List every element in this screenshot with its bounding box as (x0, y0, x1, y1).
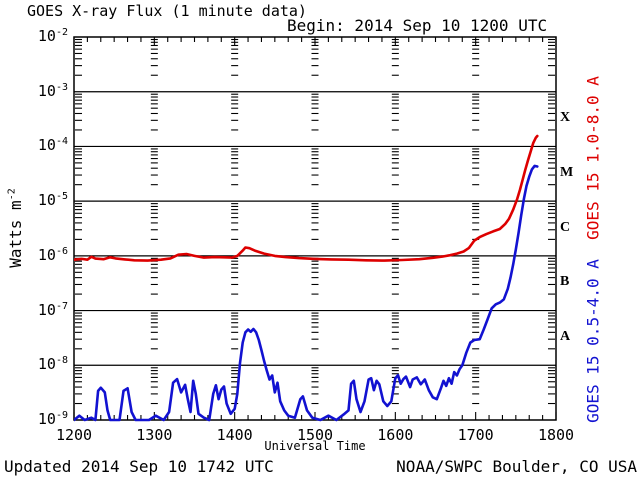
x-tick-label-1400: 1400 (216, 426, 253, 444)
chart-title: GOES X-ray Flux (1 minute data) (27, 2, 307, 20)
x-axis-title: Universal Time (264, 439, 366, 453)
x-tick-label-1300: 1300 (136, 426, 173, 444)
noaa-credit: NOAA/SWPC Boulder, CO USA (396, 457, 637, 476)
flare-class-a: A (560, 328, 571, 344)
flare-class-x: X (560, 110, 571, 126)
x-tick-label-1800: 1800 (537, 426, 575, 444)
y-tick-label-10e-6: 10-6 (37, 245, 68, 264)
y-tick-label-10e-2: 10-2 (37, 27, 68, 45)
legend-short-channel-label: GOES 15 0.5-4.0 A (583, 259, 603, 423)
x-tick-label-1500: 1500 (296, 426, 334, 444)
y-tick-label-10e-3: 10-3 (37, 81, 68, 100)
series-goes-15-1-0-8-0-a (74, 134, 539, 262)
x-tick-label-1600: 1600 (377, 426, 414, 444)
begin-timestamp: Begin: 2014 Sep 10 1200 UTC (287, 16, 548, 35)
flare-class-b: B (560, 274, 570, 290)
x-tick-label-1200: 1200 (55, 426, 93, 444)
y-axis-title-exponent: -2 (6, 188, 18, 201)
legend-long-channel-label: GOES 15 1.0-8.0 A (583, 76, 603, 240)
updated-timestamp: Updated 2014 Sep 10 1742 UTC (4, 457, 274, 476)
flare-class-m: M (560, 164, 574, 180)
y-tick-label-10e-4: 10-4 (37, 136, 68, 155)
series-goes-15-0-5-4-0-a (74, 164, 539, 422)
x-tick-label-1700: 1700 (457, 426, 494, 444)
y-tick-label-10e-8: 10-8 (37, 355, 68, 374)
y-tick-label-10e-5: 10-5 (37, 191, 68, 210)
flare-class-c: C (560, 219, 571, 235)
y-tick-label-10e-7: 10-7 (37, 300, 68, 319)
y-axis-title: Watts m-2 (5, 188, 25, 268)
y-tick-label-10e-9: 10-9 (37, 410, 68, 428)
